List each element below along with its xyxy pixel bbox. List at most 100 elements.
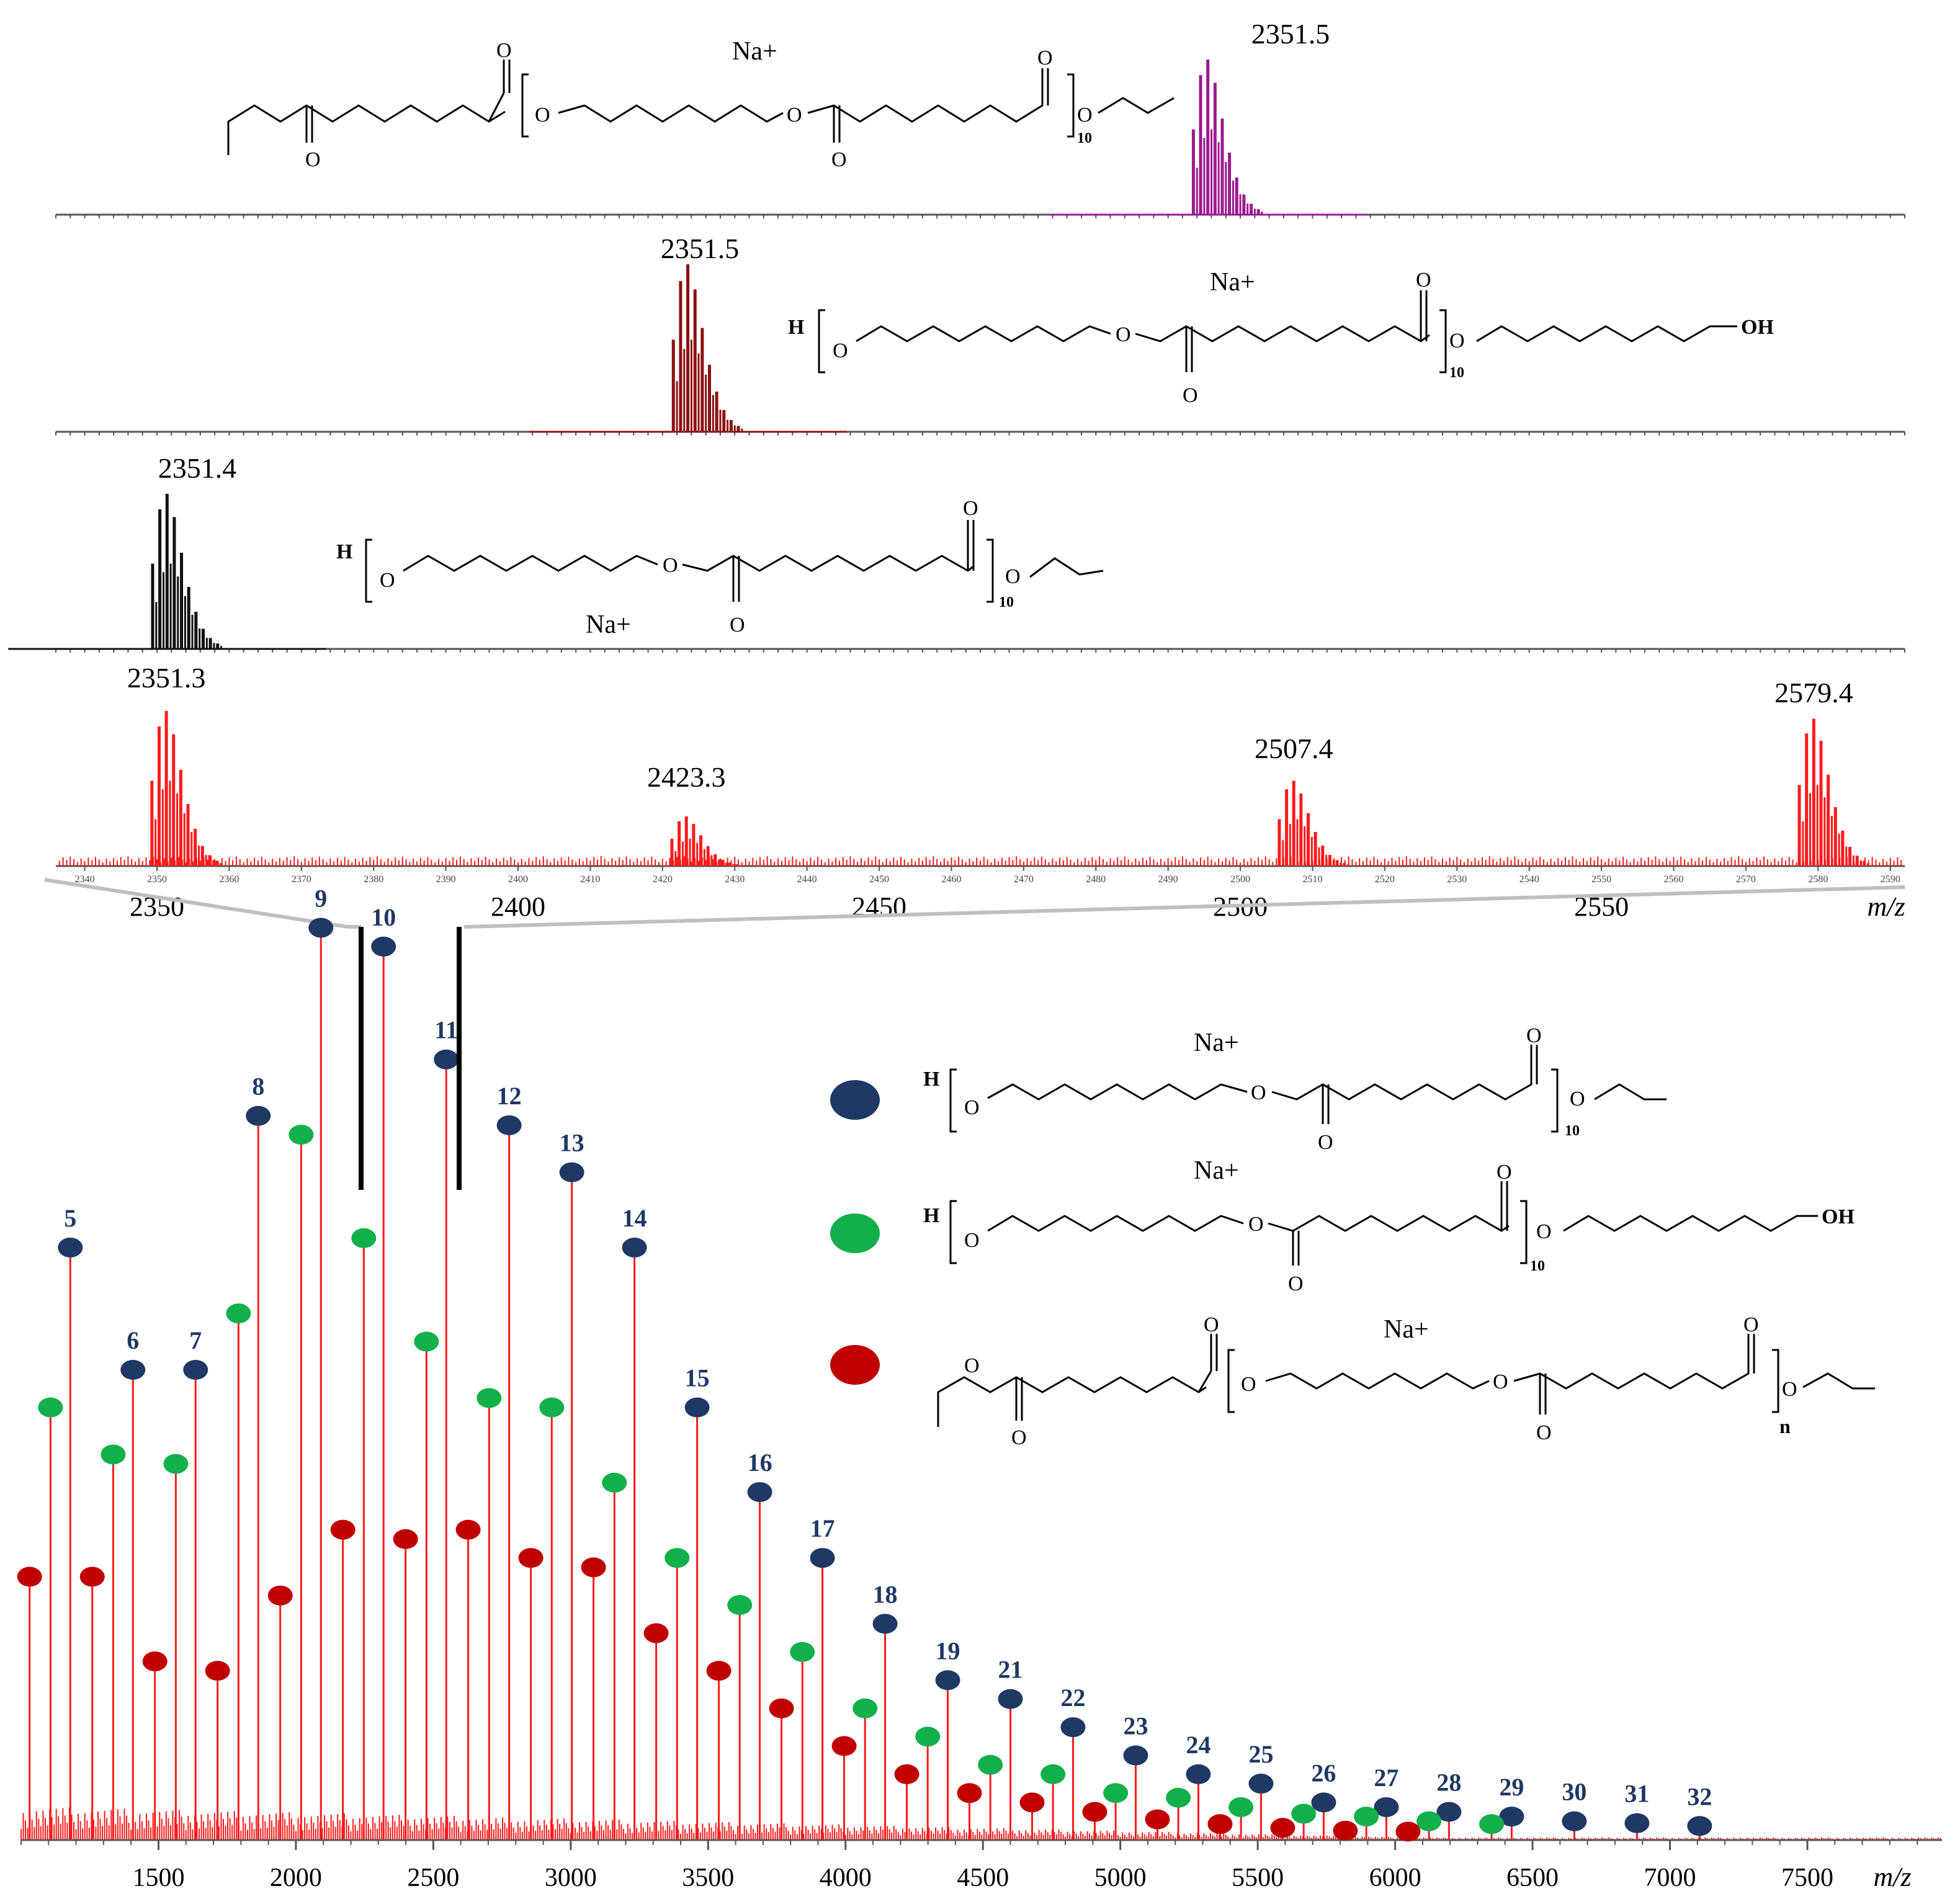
atom-o: O: [535, 104, 550, 127]
atom-o: O: [964, 1096, 980, 1119]
marker-blue: [747, 1482, 772, 1503]
marker-red: [706, 1661, 732, 1681]
atom-o: O: [1570, 1088, 1585, 1110]
structure-oh-ethyl-atoms: H O O O O O 10 Na+: [336, 497, 1021, 639]
subscript: 10: [999, 594, 1014, 610]
cation-label: Na+: [586, 610, 631, 639]
marker-blue: [684, 1397, 710, 1418]
marker-blue: [935, 1670, 960, 1691]
zoom-minor-tick-label: 2460: [941, 874, 961, 885]
subscript: 10: [1449, 365, 1464, 381]
marker-blue: [559, 1162, 584, 1182]
oligomer-n-label: 5: [64, 1204, 76, 1232]
structure-oh-ethyl: [365, 520, 1104, 603]
panel4-peaks: [150, 711, 1869, 866]
zoom-minor-tick-label: 2380: [364, 874, 383, 885]
structure-ethyl-ethyl: [227, 60, 1175, 155]
marker-blue: [1374, 1797, 1399, 1817]
zoom-minor-tick-label: 2520: [1375, 874, 1395, 885]
marker-green: [351, 1228, 377, 1248]
marker-red: [1082, 1802, 1108, 1822]
atom-o: O: [1037, 47, 1053, 69]
marker-green: [1416, 1811, 1442, 1831]
marker-red: [894, 1764, 920, 1784]
oligomer-n-label: 28: [1436, 1769, 1461, 1797]
marker-blue: [371, 936, 396, 957]
marker-green: [101, 1444, 126, 1465]
atom-o: O: [1288, 1272, 1304, 1295]
cation-label: Na+: [1194, 1029, 1239, 1057]
oligomer-n-label: 23: [1123, 1712, 1148, 1740]
full-tick-label: 7000: [1644, 1864, 1696, 1892]
panel4-minor-ticks: 2340 2350 2360 2370 2380 2390 2400 2410 2420 2430…: [75, 866, 1900, 885]
oligomer-n-label: 25: [1248, 1740, 1273, 1768]
marker-blue: [1248, 1774, 1274, 1794]
structure-oh-oh: [818, 290, 1737, 373]
marker-blue: [1186, 1764, 1211, 1784]
end-group-left: H: [923, 1204, 939, 1227]
oligomer-n-label: 8: [252, 1073, 264, 1101]
full-tick-label: 4500: [957, 1864, 1009, 1892]
subscript: 10: [1077, 130, 1092, 146]
atom-o: O: [1183, 384, 1198, 407]
oligomer-n-label: 27: [1374, 1764, 1398, 1792]
end-group-left: H: [788, 316, 804, 339]
marker-red: [1207, 1814, 1233, 1834]
full-tick-label: 1500: [132, 1864, 184, 1892]
atom-o: O: [1416, 269, 1431, 292]
end-group-right: OH: [1822, 1205, 1855, 1228]
legend-marker-blue: [830, 1080, 880, 1120]
oligomer-n-label: 7: [189, 1326, 202, 1354]
atom-o: O: [305, 148, 321, 171]
full-tick-label: 2500: [407, 1864, 459, 1892]
atom-o: O: [380, 569, 395, 592]
atom-o: O: [1449, 329, 1465, 352]
zoom-minor-tick-label: 2530: [1447, 874, 1467, 885]
oligomer-n-label: 24: [1186, 1731, 1210, 1759]
marker-green: [1291, 1803, 1317, 1824]
zoom-connector-right: [463, 885, 1905, 929]
zoom-major-tick-label: 2400: [491, 891, 545, 922]
zoom-connector-left: [44, 878, 361, 929]
cation-label: Na+: [1194, 1156, 1239, 1185]
zoom-peak-label: 2351.3: [127, 662, 206, 694]
atom-o: O: [1241, 1373, 1256, 1396]
zoom-minor-tick-label: 2500: [1230, 874, 1250, 885]
subscript: n: [1779, 1415, 1791, 1437]
panel-experimental-zoom: 2351.3 2423.3 2507.4 2579.4 2340 2350 2360 237…: [56, 662, 1905, 922]
marker-blue: [1060, 1717, 1086, 1738]
atom-o: O: [730, 614, 745, 637]
atom-o: O: [1536, 1421, 1552, 1444]
zoom-minor-tick-label: 2410: [580, 874, 600, 885]
oligomer-n-label: 22: [1060, 1684, 1085, 1712]
full-tick-label: 7500: [1781, 1864, 1833, 1892]
zoom-minor-tick-label: 2470: [1014, 874, 1034, 885]
marker-red: [769, 1698, 794, 1718]
legend-structure-blue-atoms: H O O O O O 10 Na+: [923, 1024, 1585, 1154]
marker-green: [1103, 1783, 1129, 1803]
full-noise: [20, 1807, 1941, 1840]
oligomer-n-label: 18: [873, 1580, 898, 1608]
full-tick-label: 2000: [270, 1864, 322, 1892]
zoom-minor-tick-label: 2490: [1158, 874, 1178, 885]
atom-o: O: [1536, 1220, 1552, 1243]
panel-sim-oh-oh: 2351.5 H O O O O O 10 OH Na+: [55, 233, 1905, 436]
oligomer-n-label: 21: [998, 1656, 1023, 1684]
marker-red: [79, 1566, 105, 1587]
marker-green: [602, 1472, 627, 1493]
oligomer-n-label: 11: [434, 1016, 458, 1044]
atom-o: O: [1497, 1161, 1512, 1184]
full-axis-label: m/z: [1873, 1862, 1911, 1892]
cation-label: Na+: [732, 37, 777, 66]
marker-red: [643, 1623, 669, 1643]
marker-red: [1145, 1809, 1170, 1830]
structure-ethyl-ethyl-atoms: O O O O O O O 10 Na+: [305, 37, 1093, 171]
full-ticks: 1500 2000 2500 3000 3500 4000 4500 5000 5500 6000…: [20, 1840, 1918, 1892]
atom-o: O: [1526, 1024, 1542, 1047]
marker-green: [727, 1595, 753, 1615]
full-tick-label: 3000: [545, 1864, 597, 1892]
marker-green: [978, 1754, 1003, 1775]
panel-full-spectrum: 1500 2000 2500 3000 3500 4000 4500 5000 5500 6000…: [17, 884, 1942, 1892]
cation-label: Na+: [1210, 268, 1255, 297]
atom-o: O: [1248, 1213, 1264, 1236]
